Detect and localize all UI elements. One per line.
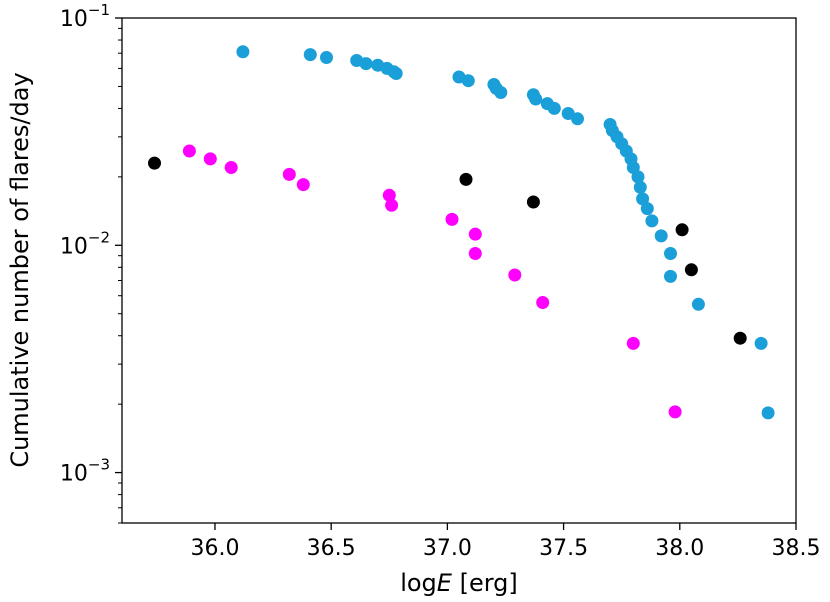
data-point-s1-20 (571, 112, 584, 126)
x-tick-label: 37.0 (423, 536, 472, 561)
data-point-s1-32 (645, 214, 659, 228)
y-tick-base: 10 (60, 234, 88, 259)
y-axis-label: Cumulative number of flares/day (6, 72, 34, 467)
data-point-s3-3 (526, 195, 540, 209)
data-point-s1-3 (320, 51, 333, 64)
data-point-s1-1 (236, 45, 250, 59)
x-tick-label: 38.5 (772, 536, 821, 561)
x-axis-label-prefix: log (400, 569, 437, 597)
data-point-s2-1 (182, 144, 196, 158)
data-point-s2-9 (468, 227, 482, 241)
data-point-s2-2 (203, 152, 217, 166)
x-axis-label-space (452, 569, 460, 597)
data-point-s2-8 (445, 212, 459, 226)
data-point-s2-11 (508, 268, 522, 282)
data-point-s1-34 (664, 247, 677, 260)
y-tick-label: 10−2 (60, 228, 110, 259)
data-point-s1-2 (303, 48, 317, 62)
y-tick-exponent: −1 (88, 1, 110, 19)
x-axis-label-unit: [erg] (460, 569, 518, 597)
data-point-s1-31 (640, 202, 654, 216)
y-tick-base: 10 (60, 462, 88, 487)
data-point-s2-7 (385, 198, 399, 212)
data-point-s1-9 (389, 67, 403, 80)
x-tick-label: 36.5 (307, 536, 356, 561)
y-tick-label: 10−3 (60, 456, 110, 487)
y-tick-exponent: −2 (88, 228, 110, 246)
data-point-s2-12 (536, 296, 550, 309)
data-point-s1-36 (691, 297, 705, 311)
data-point-s1-38 (761, 406, 775, 420)
data-point-s2-6 (382, 188, 396, 202)
data-point-s2-10 (468, 247, 482, 260)
x-tick-label: 38.0 (655, 536, 704, 561)
data-point-s1-18 (547, 101, 561, 115)
data-point-s1-33 (654, 229, 668, 243)
y-axis: 10−110−210−3 (60, 1, 122, 524)
data-point-s2-13 (626, 336, 640, 350)
data-points (148, 45, 775, 420)
data-point-s1-14 (494, 86, 508, 99)
data-point-s1-37 (754, 336, 768, 350)
plot-frame (121, 17, 797, 524)
data-point-s3-1 (148, 156, 161, 170)
x-tick-label: 36.0 (190, 536, 239, 561)
data-point-s2-5 (296, 178, 310, 192)
data-point-s2-3 (224, 161, 238, 174)
y-tick-base: 10 (60, 7, 88, 32)
x-axis: 36.0 36.5 37.0 37.5 38.0 38.5 (190, 523, 820, 561)
data-point-s1-16 (529, 92, 543, 106)
data-point-s1-35 (664, 269, 677, 283)
data-point-s1-29 (633, 180, 647, 194)
data-point-s1-30 (636, 192, 650, 206)
data-point-s3-2 (459, 172, 473, 186)
data-point-s3-6 (733, 331, 747, 345)
y-tick-label: 10−1 (60, 1, 110, 32)
data-point-s2-4 (282, 167, 296, 181)
data-point-s1-28 (631, 170, 645, 184)
x-axis-label: logE [erg] (400, 569, 518, 597)
data-point-s3-4 (675, 223, 689, 237)
data-point-s1-5 (359, 57, 373, 71)
data-point-s3-5 (684, 263, 698, 277)
x-tick-label: 37.5 (539, 536, 588, 561)
x-axis-label-variable: E (437, 569, 453, 597)
y-tick-exponent: −3 (88, 456, 110, 474)
data-point-s1-11 (461, 74, 475, 88)
data-point-s2-14 (668, 405, 682, 419)
